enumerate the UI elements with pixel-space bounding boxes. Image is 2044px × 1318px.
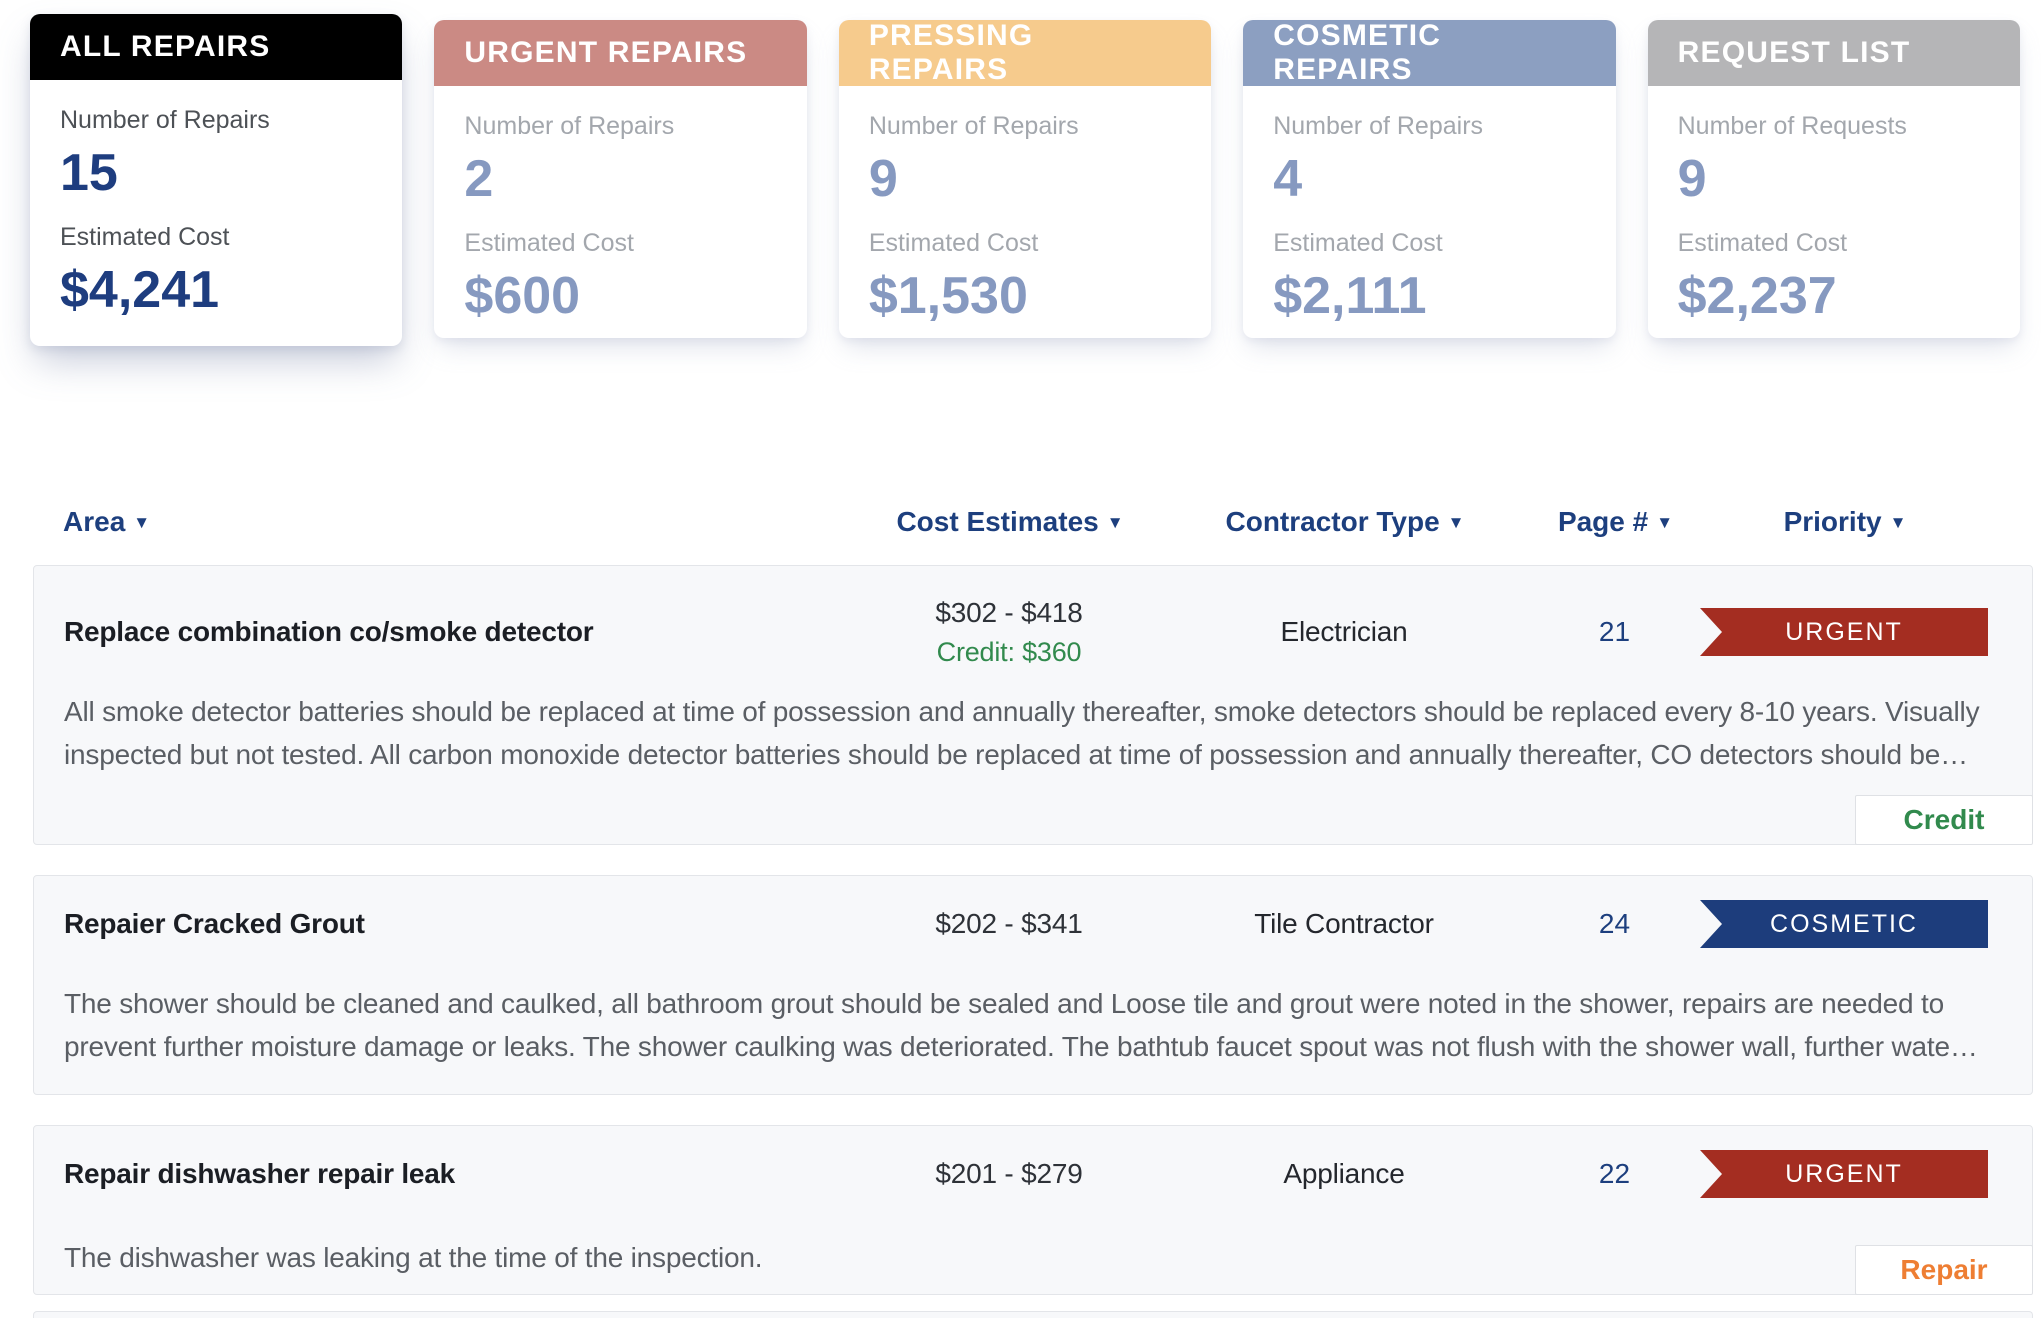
card-header: COSMETIC REPAIRS xyxy=(1243,19,1616,86)
table-header: Area ▼ Cost Estimates ▼ Contractor Type ▼ P… xyxy=(33,506,2033,538)
count-label: Number of Repairs xyxy=(464,112,675,140)
page-number: 24 xyxy=(1598,908,1631,939)
request-count: 9 xyxy=(1677,150,1707,208)
card-pressing-repairs[interactable]: PRESSING REPAIRS Number of Repairs 9 Est… xyxy=(838,19,1212,338)
row-main: Repair dishwasher repair leak $201 - $27… xyxy=(34,1126,2032,1212)
sort-arrow-icon: ▼ xyxy=(1447,513,1465,532)
cost-estimate-cell: $302 - $418 Credit: $360 xyxy=(935,597,1082,668)
card-request-list[interactable]: REQUEST LIST Number of Requests 9 Estima… xyxy=(1647,20,2021,338)
repair-tag: Repair xyxy=(1855,1245,2033,1295)
card-header: REQUEST LIST xyxy=(1647,20,2021,86)
card-title: REQUEST LIST xyxy=(1677,36,1911,69)
sort-arrow-icon: ▼ xyxy=(1656,513,1674,532)
page-number: 21 xyxy=(1598,616,1631,647)
sort-header-contractor-type[interactable]: Contractor Type ▼ xyxy=(1225,506,1465,537)
repair-count: 4 xyxy=(1273,150,1303,208)
sort-arrow-icon: ▼ xyxy=(1106,513,1124,532)
card-title: COSMETIC REPAIRS xyxy=(1273,19,1442,86)
credit-tag: Credit xyxy=(1855,795,2033,845)
repair-row-smoke-detector[interactable]: Replace combination co/smoke detector $3… xyxy=(33,565,2033,845)
card-header: ALL REPAIRS xyxy=(30,14,403,80)
count-label: Number of Requests xyxy=(1677,112,1907,140)
contractor-type: Appliance xyxy=(1283,1158,1405,1189)
priority-badge-urgent: URGENT xyxy=(1700,608,1988,656)
repair-row-dishwasher-leak[interactable]: Repair dishwasher repair leak $201 - $27… xyxy=(33,1125,2033,1295)
cost-estimate-cell: $202 - $341 xyxy=(935,908,1082,940)
card-header: PRESSING REPAIRS xyxy=(838,19,1212,86)
card-title: PRESSING REPAIRS xyxy=(868,19,1034,86)
cost-estimate-cell: $201 - $279 xyxy=(935,1158,1082,1190)
contractor-type: Tile Contractor xyxy=(1254,908,1434,939)
repair-description: The shower should be cleaned and caulked… xyxy=(64,988,1978,1062)
repair-title: Replace combination co/smoke detector xyxy=(64,616,594,647)
estimated-cost: $600 xyxy=(464,267,581,325)
repair-list: Replace combination co/smoke detector $3… xyxy=(33,565,2033,1318)
repair-count: 2 xyxy=(464,150,494,208)
card-body: Number of Repairs 2 Estimated Cost $600 xyxy=(434,86,806,326)
cost-range: $202 - $341 xyxy=(935,908,1083,939)
cost-label: Estimated Cost xyxy=(1273,229,1443,257)
card-title: URGENT REPAIRS xyxy=(464,36,748,69)
sort-header-cost-estimates[interactable]: Cost Estimates ▼ xyxy=(896,506,1124,537)
count-label: Number of Repairs xyxy=(60,106,270,134)
card-urgent-repairs[interactable]: URGENT REPAIRS Number of Repairs 2 Estim… xyxy=(434,20,807,338)
cost-label: Estimated Cost xyxy=(464,229,634,257)
count-label: Number of Repairs xyxy=(868,112,1079,140)
row-main: Replace combination co/smoke detector $3… xyxy=(34,566,2032,670)
cost-range: $302 - $418 xyxy=(935,596,1083,628)
repair-row-cracked-grout[interactable]: Repaier Cracked Grout $202 - $341 Tile C… xyxy=(33,875,2033,1095)
count-label: Number of Repairs xyxy=(1273,112,1484,140)
estimated-cost: $1,530 xyxy=(868,267,1028,325)
summary-cards: ALL REPAIRS Number of Repairs 15 Estimat… xyxy=(30,14,2021,346)
sort-header-area[interactable]: Area ▼ xyxy=(63,506,151,537)
priority-badge-cosmetic: COSMETIC xyxy=(1700,900,1988,948)
repair-count: 9 xyxy=(868,150,898,208)
card-body: Number of Repairs 9 Estimated Cost $1,53… xyxy=(839,86,1211,326)
repair-count: 15 xyxy=(60,144,118,202)
cost-range: $201 - $279 xyxy=(935,1158,1083,1189)
priority-cell: URGENT xyxy=(1700,608,1988,656)
repair-title: Repair dishwasher repair leak xyxy=(64,1158,456,1189)
sort-header-page[interactable]: Page # ▼ xyxy=(1557,506,1674,537)
repair-row-partial xyxy=(33,1311,2033,1318)
card-body: Number of Repairs 4 Estimated Cost $2,11… xyxy=(1243,86,1615,326)
contractor-type: Electrician xyxy=(1280,616,1408,647)
card-body: Number of Repairs 15 Estimated Cost $4,2… xyxy=(30,80,402,320)
repair-title: Repaier Cracked Grout xyxy=(64,908,365,939)
card-title: ALL REPAIRS xyxy=(60,30,271,63)
card-header: URGENT REPAIRS xyxy=(434,20,807,86)
sort-arrow-icon: ▼ xyxy=(133,513,151,532)
card-all-repairs[interactable]: ALL REPAIRS Number of Repairs 15 Estimat… xyxy=(30,14,403,346)
estimated-cost: $4,241 xyxy=(60,261,220,319)
page-number: 22 xyxy=(1598,1158,1631,1189)
priority-cell: URGENT xyxy=(1700,1150,1988,1198)
sort-arrow-icon: ▼ xyxy=(1889,513,1907,532)
repair-description: The dishwasher was leaking at the time o… xyxy=(64,1242,763,1273)
repair-description: All smoke detector batteries should be r… xyxy=(64,696,1980,770)
card-cosmetic-repairs[interactable]: COSMETIC REPAIRS Number of Repairs 4 Est… xyxy=(1243,19,1616,338)
estimated-cost: $2,237 xyxy=(1677,267,1837,325)
cost-credit: Credit: $360 xyxy=(936,636,1082,667)
cost-label: Estimated Cost xyxy=(60,223,230,251)
sort-header-priority[interactable]: Priority ▼ xyxy=(1783,506,1907,537)
estimated-cost: $2,111 xyxy=(1273,267,1427,325)
cost-label: Estimated Cost xyxy=(1677,229,1848,257)
cost-label: Estimated Cost xyxy=(868,229,1039,257)
row-main: Repaier Cracked Grout $202 - $341 Tile C… xyxy=(34,876,2032,962)
card-body: Number of Requests 9 Estimated Cost $2,2… xyxy=(1648,86,2020,326)
priority-badge-urgent: URGENT xyxy=(1700,1150,1988,1198)
priority-cell: COSMETIC xyxy=(1700,900,1988,948)
